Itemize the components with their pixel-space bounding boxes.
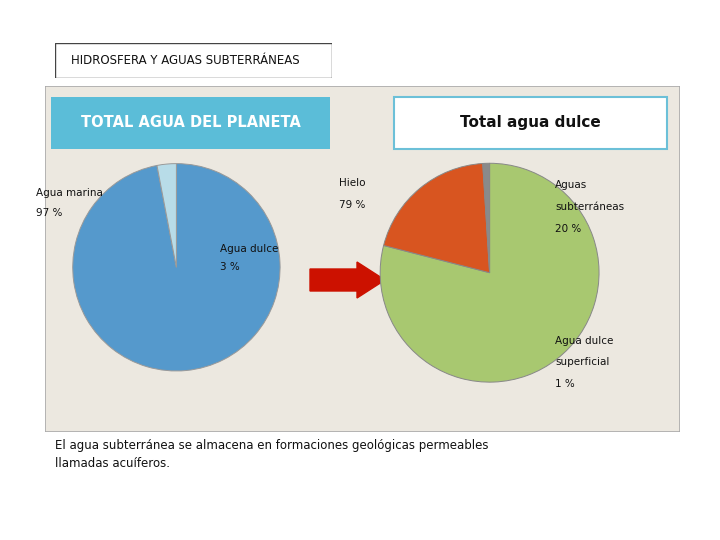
Text: 79 %: 79 %	[338, 200, 365, 210]
FancyArrow shape	[310, 262, 385, 298]
Text: Agua dulce: Agua dulce	[220, 244, 279, 254]
FancyBboxPatch shape	[55, 43, 332, 78]
Text: subterráneas: subterráneas	[555, 202, 624, 212]
Wedge shape	[380, 163, 599, 382]
Text: 1 %: 1 %	[555, 379, 575, 389]
FancyBboxPatch shape	[51, 97, 330, 148]
FancyBboxPatch shape	[45, 86, 680, 432]
Text: Agua marina: Agua marina	[37, 188, 103, 198]
FancyBboxPatch shape	[394, 97, 667, 148]
Wedge shape	[482, 163, 490, 273]
Text: Agua dulce: Agua dulce	[555, 335, 613, 346]
Text: TOTAL AGUA DEL PLANETA: TOTAL AGUA DEL PLANETA	[81, 115, 301, 130]
Text: Aguas: Aguas	[555, 180, 588, 190]
Text: Total agua dulce: Total agua dulce	[460, 115, 600, 130]
Text: 20 %: 20 %	[555, 224, 582, 234]
Wedge shape	[73, 164, 280, 371]
Text: superficial: superficial	[555, 357, 610, 367]
Text: HIDROSFERA Y AGUAS SUBTERRÁNEAS: HIDROSFERA Y AGUAS SUBTERRÁNEAS	[71, 54, 300, 68]
Wedge shape	[384, 164, 490, 273]
Text: Hielo: Hielo	[338, 178, 365, 188]
Text: 3 %: 3 %	[220, 262, 240, 272]
Text: 97 %: 97 %	[37, 208, 63, 218]
Text: llamadas acuíferos.: llamadas acuíferos.	[55, 457, 170, 470]
Wedge shape	[157, 164, 176, 267]
Text: El agua subterránea se almacena en formaciones geológicas permeables: El agua subterránea se almacena en forma…	[55, 439, 488, 452]
